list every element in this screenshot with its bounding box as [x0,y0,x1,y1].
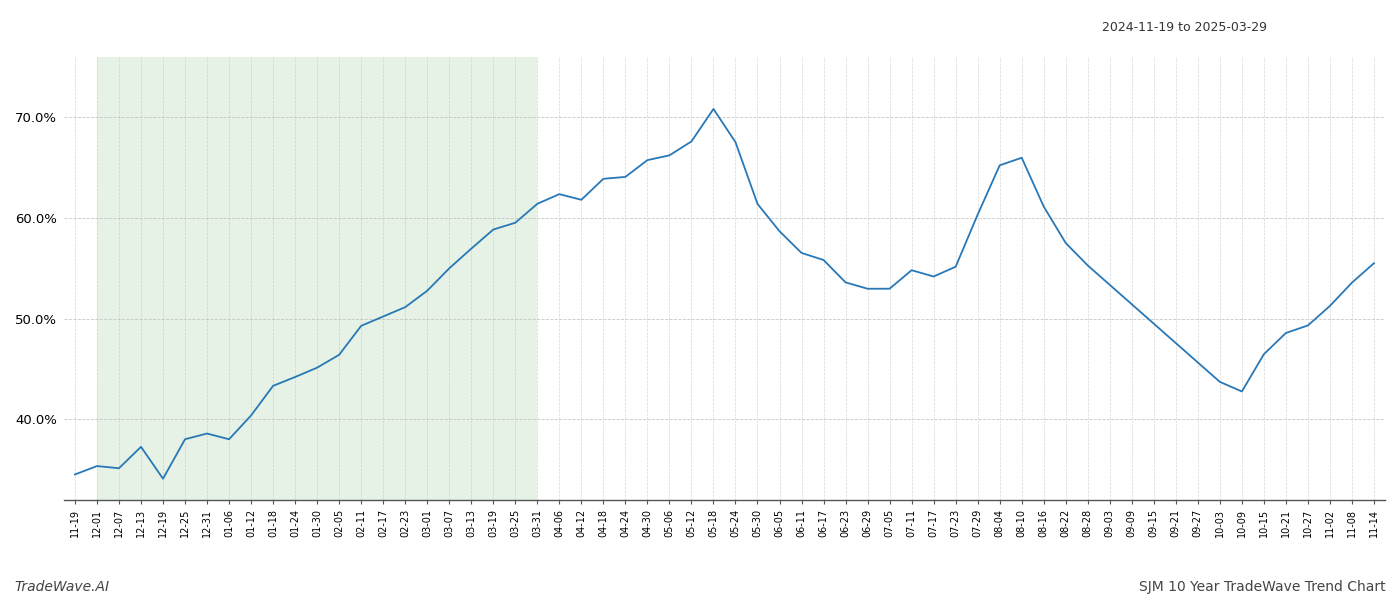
Bar [97,57,538,500]
Text: 2024-11-19 to 2025-03-29: 2024-11-19 to 2025-03-29 [1102,21,1267,34]
Text: TradeWave.AI: TradeWave.AI [14,580,109,594]
Text: SJM 10 Year TradeWave Trend Chart: SJM 10 Year TradeWave Trend Chart [1140,580,1386,594]
